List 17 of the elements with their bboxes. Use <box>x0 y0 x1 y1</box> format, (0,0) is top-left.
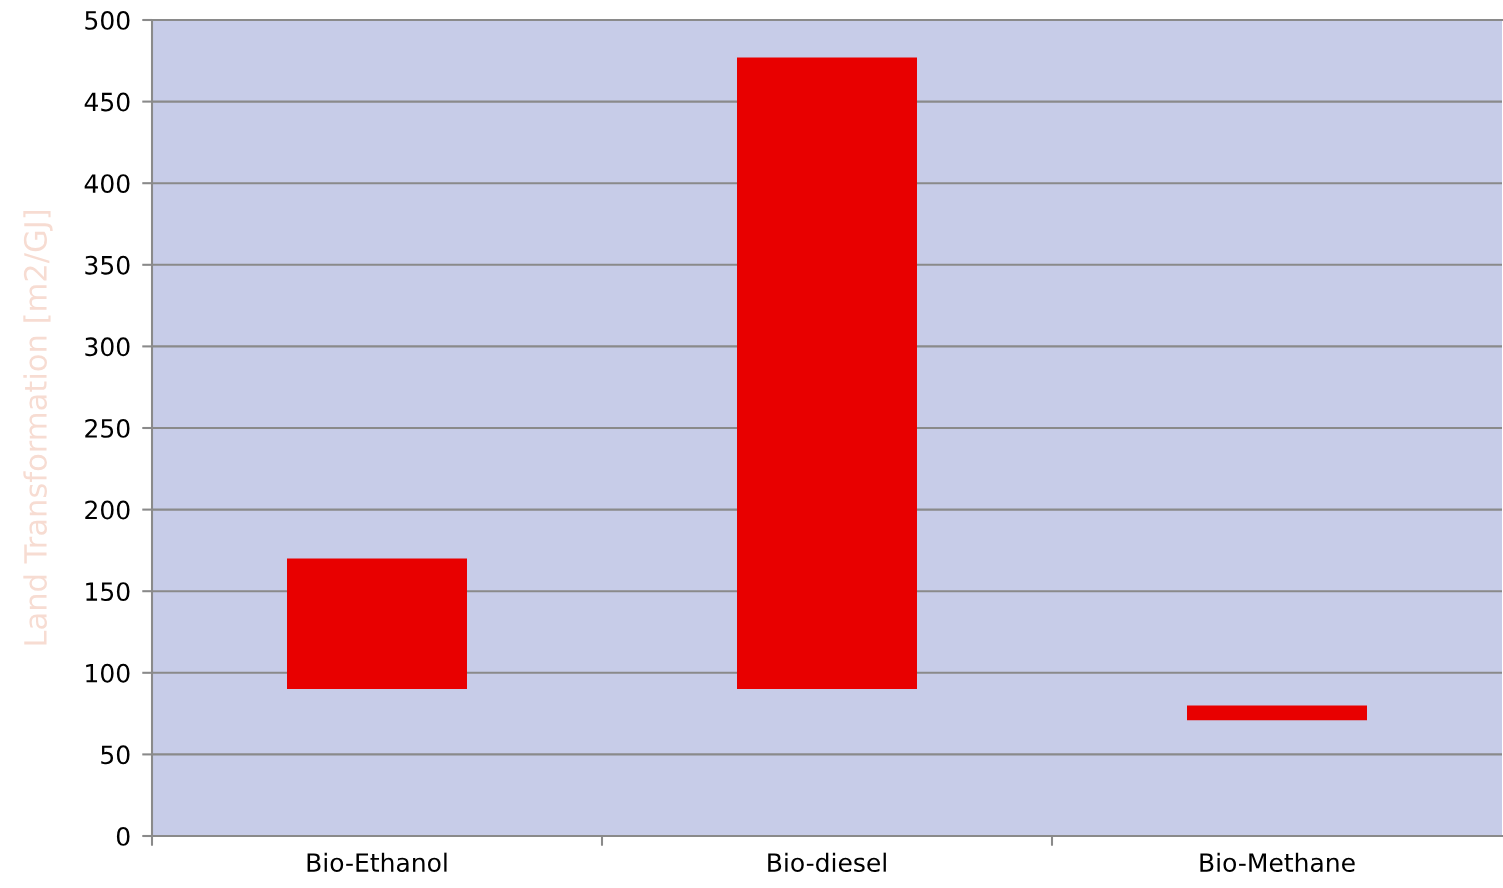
y-tick-label: 400 <box>84 174 130 194</box>
x-tick-label: Bio-diesel <box>768 852 886 873</box>
y-tick-label: 350 <box>85 255 130 275</box>
y-tick-label: 300 <box>85 337 130 357</box>
y-tick-label: 200 <box>85 500 130 520</box>
y-tick-label: 150 <box>86 582 130 602</box>
bar <box>287 558 467 690</box>
y-tick-label: 250 <box>85 418 130 438</box>
x-tick-label: Bio-Ethanol <box>307 852 447 873</box>
y-tick-label: 100 <box>86 663 130 683</box>
y-tick-label: 500 <box>85 10 130 30</box>
bar <box>1187 705 1367 721</box>
y-tick-label: 450 <box>84 92 130 112</box>
x-tick-label: Bio-Methane <box>1200 852 1355 873</box>
bar <box>737 57 917 690</box>
y-tick-label: 50 <box>101 745 130 765</box>
y-tick-label: 0 <box>116 826 130 846</box>
